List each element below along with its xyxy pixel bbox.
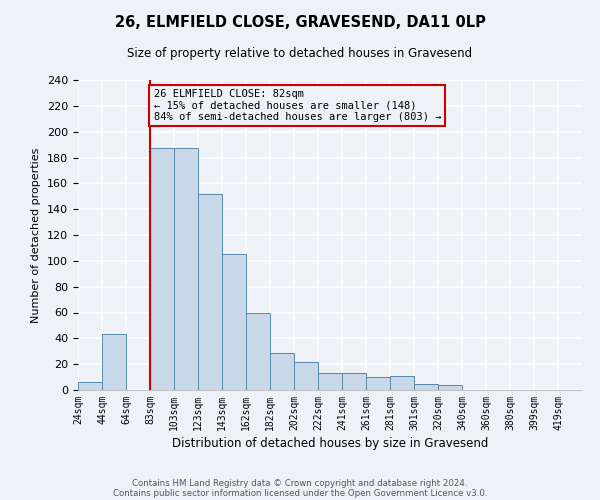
Text: Size of property relative to detached houses in Gravesend: Size of property relative to detached ho… bbox=[127, 48, 473, 60]
Bar bbox=[366, 377, 390, 390]
Y-axis label: Number of detached properties: Number of detached properties bbox=[31, 148, 41, 322]
Bar bbox=[342, 373, 366, 390]
Bar bbox=[198, 194, 222, 390]
Bar bbox=[318, 373, 342, 390]
Bar bbox=[78, 382, 102, 390]
Text: 26, ELMFIELD CLOSE, GRAVESEND, DA11 0LP: 26, ELMFIELD CLOSE, GRAVESEND, DA11 0LP bbox=[115, 15, 485, 30]
Text: Contains HM Land Registry data © Crown copyright and database right 2024.: Contains HM Land Registry data © Crown c… bbox=[132, 478, 468, 488]
Bar bbox=[174, 148, 198, 390]
Bar bbox=[150, 148, 174, 390]
Bar bbox=[390, 376, 414, 390]
Bar bbox=[270, 352, 294, 390]
Text: Contains public sector information licensed under the Open Government Licence v3: Contains public sector information licen… bbox=[113, 488, 487, 498]
X-axis label: Distribution of detached houses by size in Gravesend: Distribution of detached houses by size … bbox=[172, 437, 488, 450]
Bar bbox=[414, 384, 438, 390]
Bar bbox=[246, 312, 270, 390]
Bar bbox=[294, 362, 318, 390]
Bar bbox=[102, 334, 126, 390]
Bar bbox=[438, 385, 462, 390]
Text: 26 ELMFIELD CLOSE: 82sqm
← 15% of detached houses are smaller (148)
84% of semi-: 26 ELMFIELD CLOSE: 82sqm ← 15% of detach… bbox=[154, 89, 441, 122]
Bar bbox=[222, 254, 246, 390]
